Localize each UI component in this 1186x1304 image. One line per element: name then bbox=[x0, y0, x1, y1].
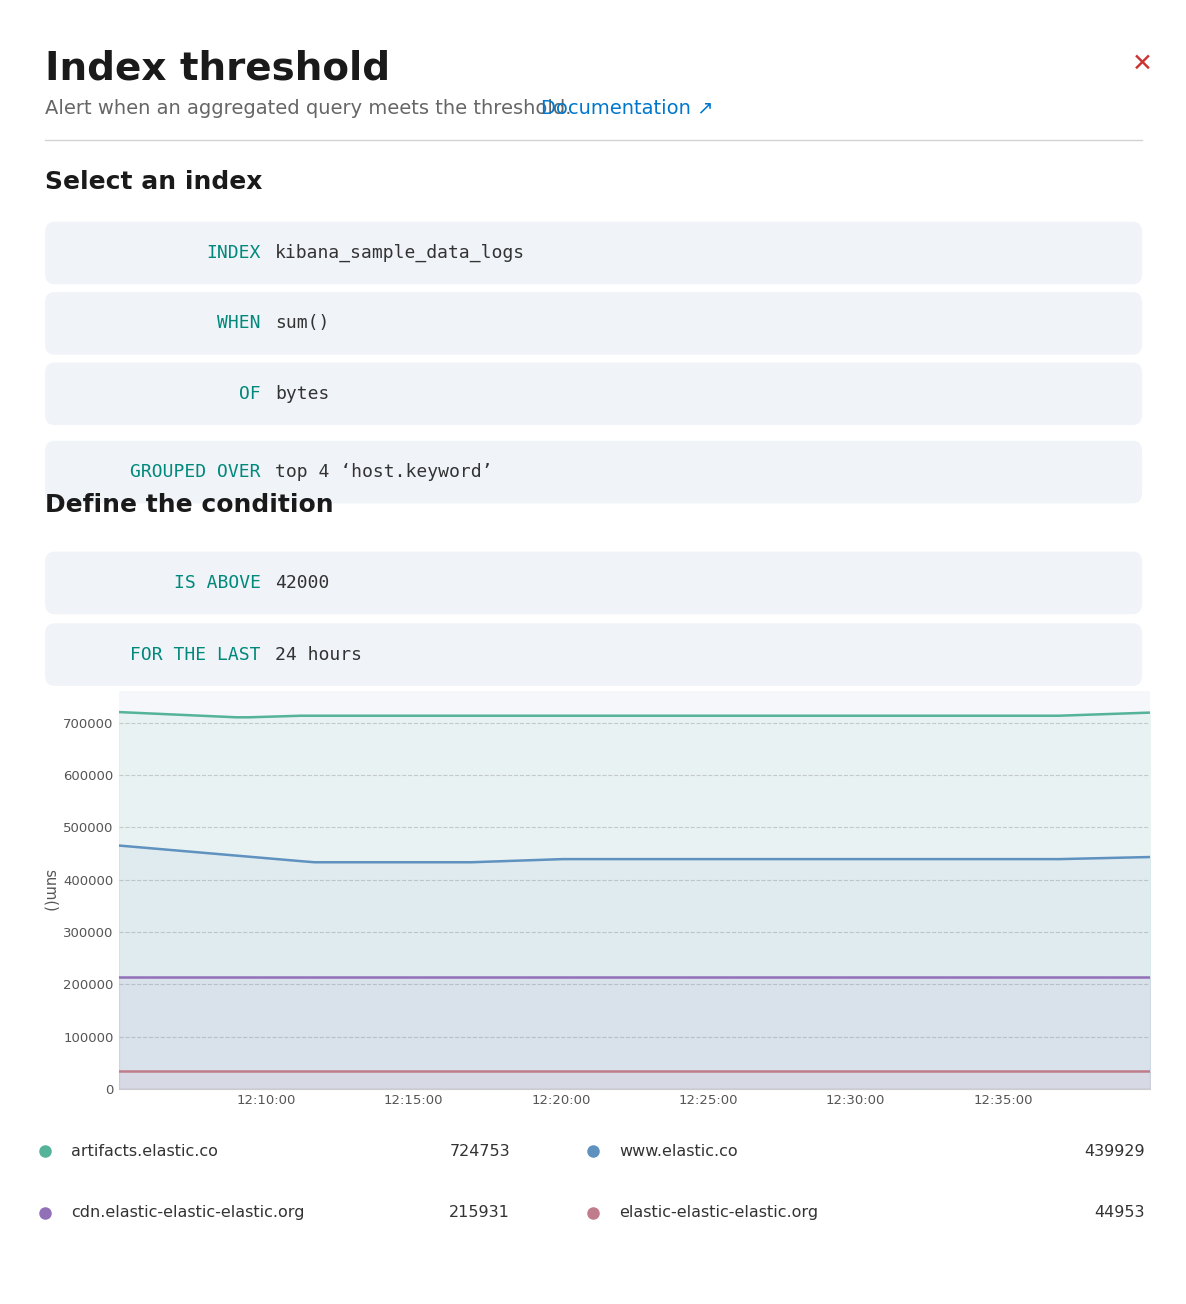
FancyBboxPatch shape bbox=[45, 292, 1142, 355]
Text: top 4 ‘host.keyword’: top 4 ‘host.keyword’ bbox=[275, 463, 492, 481]
Text: artifacts.elastic.co: artifacts.elastic.co bbox=[71, 1144, 218, 1159]
Text: 44953: 44953 bbox=[1093, 1205, 1144, 1221]
Text: 439929: 439929 bbox=[1084, 1144, 1144, 1159]
Text: www.elastic.co: www.elastic.co bbox=[619, 1144, 738, 1159]
FancyBboxPatch shape bbox=[45, 623, 1142, 686]
FancyBboxPatch shape bbox=[45, 363, 1142, 425]
FancyBboxPatch shape bbox=[45, 441, 1142, 503]
Text: INDEX: INDEX bbox=[206, 244, 261, 262]
Text: ✕: ✕ bbox=[1131, 52, 1153, 76]
FancyBboxPatch shape bbox=[45, 222, 1142, 284]
Text: WHEN: WHEN bbox=[217, 314, 261, 333]
Text: Documentation ↗: Documentation ↗ bbox=[541, 99, 714, 119]
Y-axis label: sum(): sum() bbox=[43, 868, 58, 911]
Text: Select an index: Select an index bbox=[45, 170, 262, 193]
Text: IS ABOVE: IS ABOVE bbox=[174, 574, 261, 592]
Text: bytes: bytes bbox=[275, 385, 330, 403]
Text: 42000: 42000 bbox=[275, 574, 330, 592]
Text: FOR THE LAST: FOR THE LAST bbox=[130, 645, 261, 664]
Text: 24 hours: 24 hours bbox=[275, 645, 362, 664]
Text: kibana_sample_data_logs: kibana_sample_data_logs bbox=[275, 244, 525, 262]
Text: 215931: 215931 bbox=[449, 1205, 510, 1221]
Text: sum(): sum() bbox=[275, 314, 330, 333]
Text: elastic-elastic-elastic.org: elastic-elastic-elastic.org bbox=[619, 1205, 818, 1221]
Text: Define the condition: Define the condition bbox=[45, 493, 333, 516]
Text: GROUPED OVER: GROUPED OVER bbox=[130, 463, 261, 481]
Text: Index threshold: Index threshold bbox=[45, 50, 390, 87]
Text: OF: OF bbox=[240, 385, 261, 403]
Text: Alert when an aggregated query meets the threshold.: Alert when an aggregated query meets the… bbox=[45, 99, 572, 119]
FancyBboxPatch shape bbox=[45, 552, 1142, 614]
Text: 724753: 724753 bbox=[449, 1144, 510, 1159]
Text: cdn.elastic-elastic-elastic.org: cdn.elastic-elastic-elastic.org bbox=[71, 1205, 305, 1221]
